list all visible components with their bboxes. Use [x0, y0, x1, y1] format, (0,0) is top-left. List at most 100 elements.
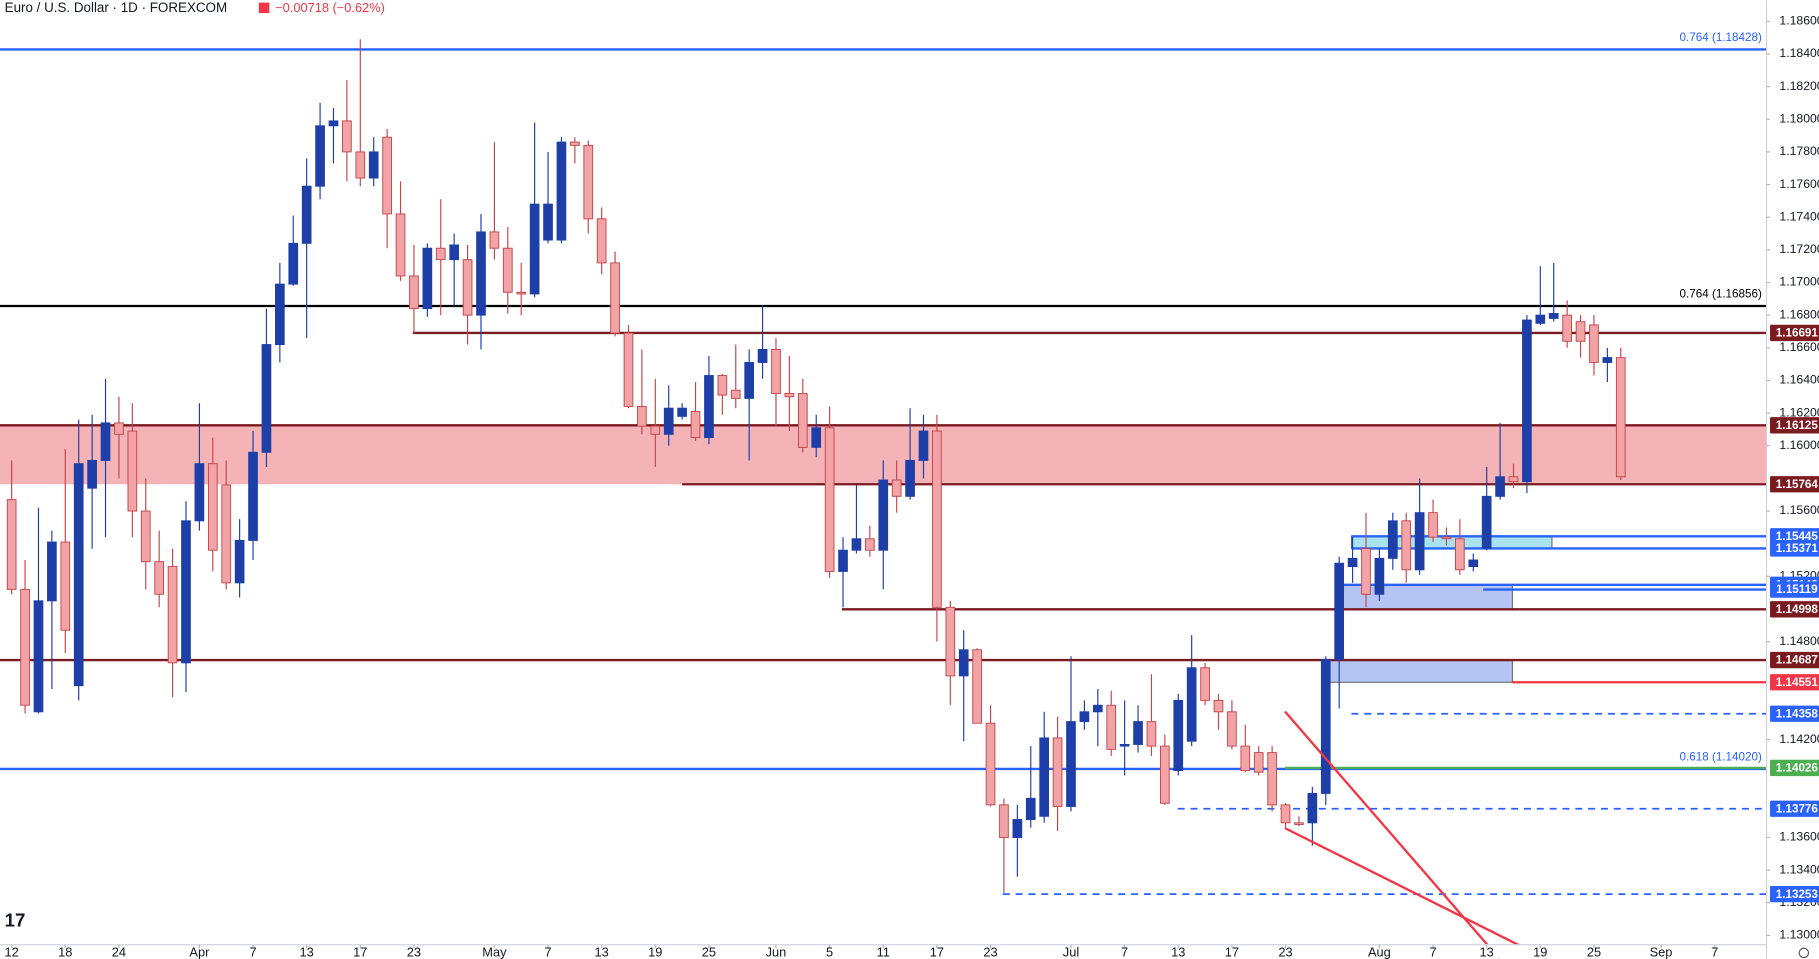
candle-body	[33, 600, 44, 713]
candle-body	[663, 407, 674, 435]
candle-body	[1589, 324, 1599, 363]
candle-body	[1575, 321, 1586, 342]
candle-body	[891, 479, 902, 497]
candle-body	[529, 203, 540, 295]
candle-body	[637, 406, 647, 427]
level-label: 1.16125	[1776, 419, 1819, 432]
candle-body	[771, 348, 781, 394]
y-tick-label: 1.14800	[1779, 634, 1819, 648]
candle-body	[73, 463, 84, 687]
candle-body	[1106, 704, 1117, 750]
level-label-box	[1770, 759, 1819, 777]
time-axis	[0, 944, 1819, 959]
y-tick-label: 1.18200	[1779, 79, 1819, 93]
candle-body	[1455, 538, 1465, 571]
x-tick-label: 12	[5, 944, 19, 959]
level-label-box	[1770, 324, 1819, 342]
candle-body	[435, 247, 446, 261]
candle-body	[918, 430, 929, 461]
y-tick-label: 1.14200	[1779, 732, 1819, 746]
candle-body	[1186, 667, 1197, 742]
candle-body	[422, 247, 433, 310]
y-tick-label: 1.16200	[1779, 405, 1819, 419]
candle-body	[60, 541, 71, 631]
y-tick-label: 1.17200	[1779, 242, 1819, 256]
candle-body	[1079, 711, 1090, 723]
candle-body	[181, 520, 191, 664]
y-tick-label: 1.17000	[1779, 275, 1819, 289]
level-label: 1.13776	[1776, 802, 1819, 815]
candle-body	[1227, 711, 1237, 747]
candle-body	[570, 141, 580, 146]
level-label: 1.14551	[1776, 676, 1819, 689]
candle-body	[797, 393, 808, 448]
candle-body	[6, 499, 17, 590]
candle-body	[1347, 557, 1358, 567]
candle-body	[905, 459, 915, 497]
level-label: 1.15764	[1776, 478, 1819, 491]
y-tick-label: 1.13600	[1779, 830, 1819, 844]
candle-body	[677, 407, 687, 417]
y-tick-label: 1.17800	[1779, 144, 1819, 158]
candle-body	[784, 393, 795, 398]
x-tick-label: 25	[702, 944, 716, 959]
chart-title: Euro / U.S. Dollar · 1D · FOREXCOM	[5, 0, 227, 15]
x-tick-label: Sep	[1650, 944, 1673, 959]
candle-body	[838, 549, 848, 572]
level-label: 1.16691	[1776, 327, 1819, 340]
x-tick-label: May	[482, 944, 507, 959]
level-label: 1.15119	[1776, 583, 1818, 596]
trendline	[1284, 710, 1501, 959]
candle-body	[945, 606, 956, 677]
candle-body	[516, 291, 527, 295]
candle-body	[476, 231, 486, 316]
candle-body	[623, 332, 634, 408]
x-tick-label: Jun	[766, 944, 787, 959]
x-tick-label: 23	[407, 944, 421, 959]
candle-body	[1213, 699, 1224, 713]
candle-body	[355, 151, 366, 179]
candle-body	[972, 649, 982, 724]
candle-body	[704, 375, 714, 439]
y-tick-label: 1.16000	[1779, 438, 1819, 452]
logo: 17	[5, 909, 26, 930]
level-label-box	[1770, 581, 1819, 598]
candle-body	[1052, 737, 1063, 807]
candle-body	[1200, 667, 1210, 701]
y-tick-label: 1.18400	[1779, 46, 1819, 60]
settings-icon[interactable]	[1798, 947, 1810, 959]
x-tick-label: 7	[1121, 944, 1128, 959]
x-tick-label: 23	[983, 944, 997, 959]
candle-body	[717, 375, 728, 396]
level-label: 1.15445	[1776, 530, 1819, 543]
x-tick-label: 7	[249, 944, 256, 959]
candle-body	[1253, 752, 1264, 773]
candle-body	[342, 120, 352, 153]
candle-body	[1374, 557, 1385, 595]
level-label: 1.15371	[1776, 542, 1819, 555]
level-label-box	[1770, 885, 1819, 903]
candle-body	[1334, 562, 1345, 661]
x-tick-label: Jul	[1063, 944, 1079, 959]
x-tick-label: 13	[595, 944, 609, 959]
level-label: 1.13253	[1776, 888, 1819, 901]
candle-body	[1548, 313, 1559, 319]
x-tick-label: 17	[1225, 944, 1239, 959]
candle-body	[489, 231, 500, 249]
candle-body	[1535, 314, 1546, 324]
y-tick-label: 1.16800	[1779, 307, 1819, 321]
axis-labels: 1.18600 1.18400 1.18200 1.18000 1.17800 1.176…	[5, 14, 1819, 959]
candle-body	[958, 649, 969, 677]
y-tick-label: 1.17600	[1779, 177, 1819, 191]
x-tick-label: 7	[544, 944, 551, 959]
candle-body	[878, 479, 889, 551]
candle-body	[315, 125, 325, 187]
candle-body	[851, 538, 862, 551]
candle-body	[194, 463, 205, 522]
x-tick-label: 18	[58, 944, 72, 959]
candle-body	[690, 410, 701, 439]
level-label-box	[1770, 476, 1819, 493]
candle-body	[1267, 752, 1277, 806]
candle-body	[409, 275, 419, 310]
y-tick-label: 1.13000	[1779, 928, 1819, 942]
